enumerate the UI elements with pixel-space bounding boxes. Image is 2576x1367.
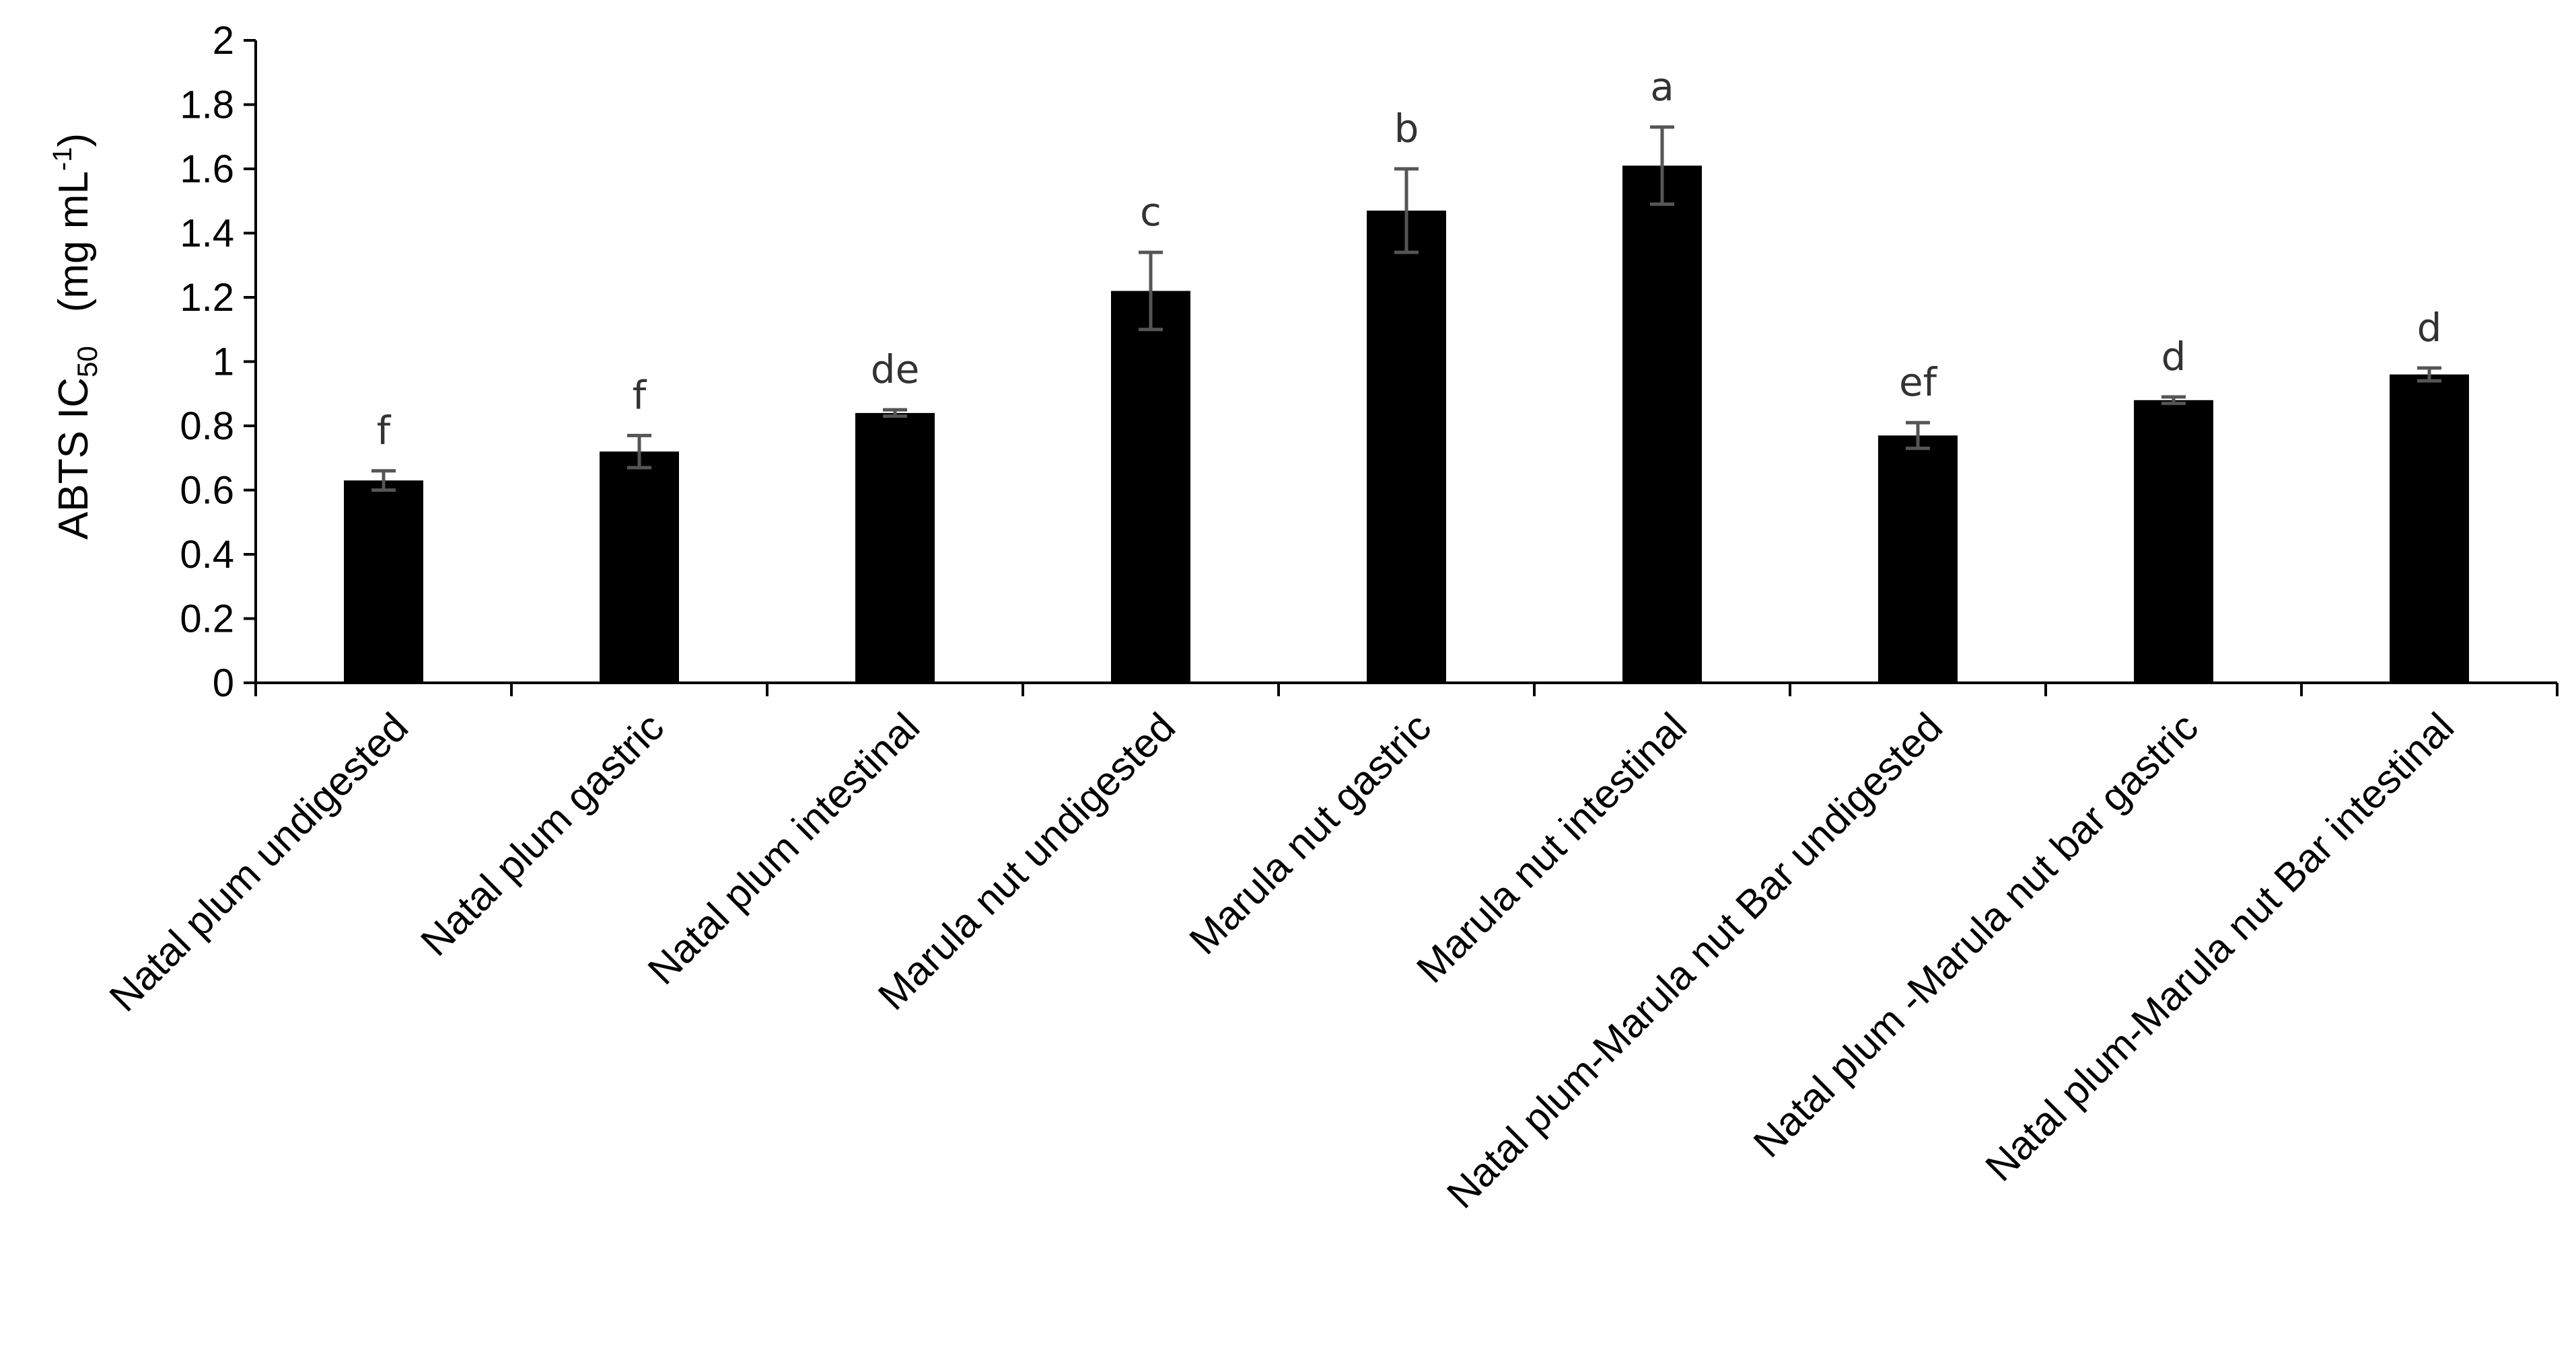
error-bars xyxy=(371,125,2441,492)
significance-letter: a xyxy=(1650,64,1674,110)
category-label: Natal plum intestinal xyxy=(639,704,928,993)
error-bar xyxy=(1650,125,1674,207)
error-bar xyxy=(2417,366,2441,383)
y-tick-label: 1.8 xyxy=(180,83,234,127)
significance-letter: de xyxy=(871,346,920,392)
significance-letter: c xyxy=(1140,189,1161,235)
bar xyxy=(855,412,935,683)
error-bar xyxy=(1139,250,1163,332)
y-tick-label: 0 xyxy=(213,661,234,705)
significance-labels: f f de c b a ef d d xyxy=(377,64,2442,453)
y-tick-label: 0.6 xyxy=(180,469,234,513)
y-tick-label: 1.4 xyxy=(180,212,234,256)
bar xyxy=(2390,374,2469,683)
significance-letter: d xyxy=(2417,305,2442,350)
y-tick-label: 1.6 xyxy=(180,147,234,191)
significance-letter: f xyxy=(377,408,392,453)
y-axis: 0 0.2 0.4 0.6 0.8 1 1.2 1.4 1.6 1.8 2 xyxy=(180,19,257,705)
error-bar xyxy=(627,433,651,470)
error-bar xyxy=(1906,420,1930,450)
error-bar xyxy=(1394,167,1419,254)
category-label: Marula nut gastric xyxy=(1181,704,1440,963)
category-label: Natal plum gastric xyxy=(412,704,672,965)
bar xyxy=(600,451,679,683)
error-bar xyxy=(2161,395,2186,406)
category-label: Natal plum undigested xyxy=(101,704,417,1021)
bar xyxy=(2134,400,2213,683)
category-label: Natal plum-Marula nut Bar undigested xyxy=(1438,704,1951,1217)
category-label: Marula nut undigested xyxy=(869,704,1184,1019)
y-tick-label: 0.8 xyxy=(180,404,234,448)
y-axis-label: ABTS IC50(mg mL-1) xyxy=(48,133,103,540)
error-bar xyxy=(883,408,907,418)
y-tick-label: 0.4 xyxy=(180,533,234,577)
bars xyxy=(344,165,2469,684)
error-bar xyxy=(371,469,396,492)
y-tick-label: 1.2 xyxy=(180,276,234,320)
y-tick-label: 2 xyxy=(213,19,234,63)
x-axis xyxy=(254,681,2559,696)
bar xyxy=(1367,211,1446,683)
bar xyxy=(1878,435,1958,683)
bar xyxy=(1622,165,1702,684)
significance-letter: d xyxy=(2161,334,2186,379)
significance-letter: b xyxy=(1394,106,1419,151)
significance-letter: f xyxy=(633,372,647,418)
bar xyxy=(344,480,423,683)
category-label: Natal plum-Marula nut Bar intestinal xyxy=(1976,704,2462,1190)
category-label: Marula nut intestinal xyxy=(1408,704,1695,992)
significance-letter: ef xyxy=(1899,359,1938,405)
category-label: Natal plum -Marula nut bar gastric xyxy=(1745,704,2207,1166)
bar xyxy=(1111,291,1190,683)
y-tick-label: 0.2 xyxy=(180,597,234,641)
y-tick-label: 1 xyxy=(213,340,234,384)
